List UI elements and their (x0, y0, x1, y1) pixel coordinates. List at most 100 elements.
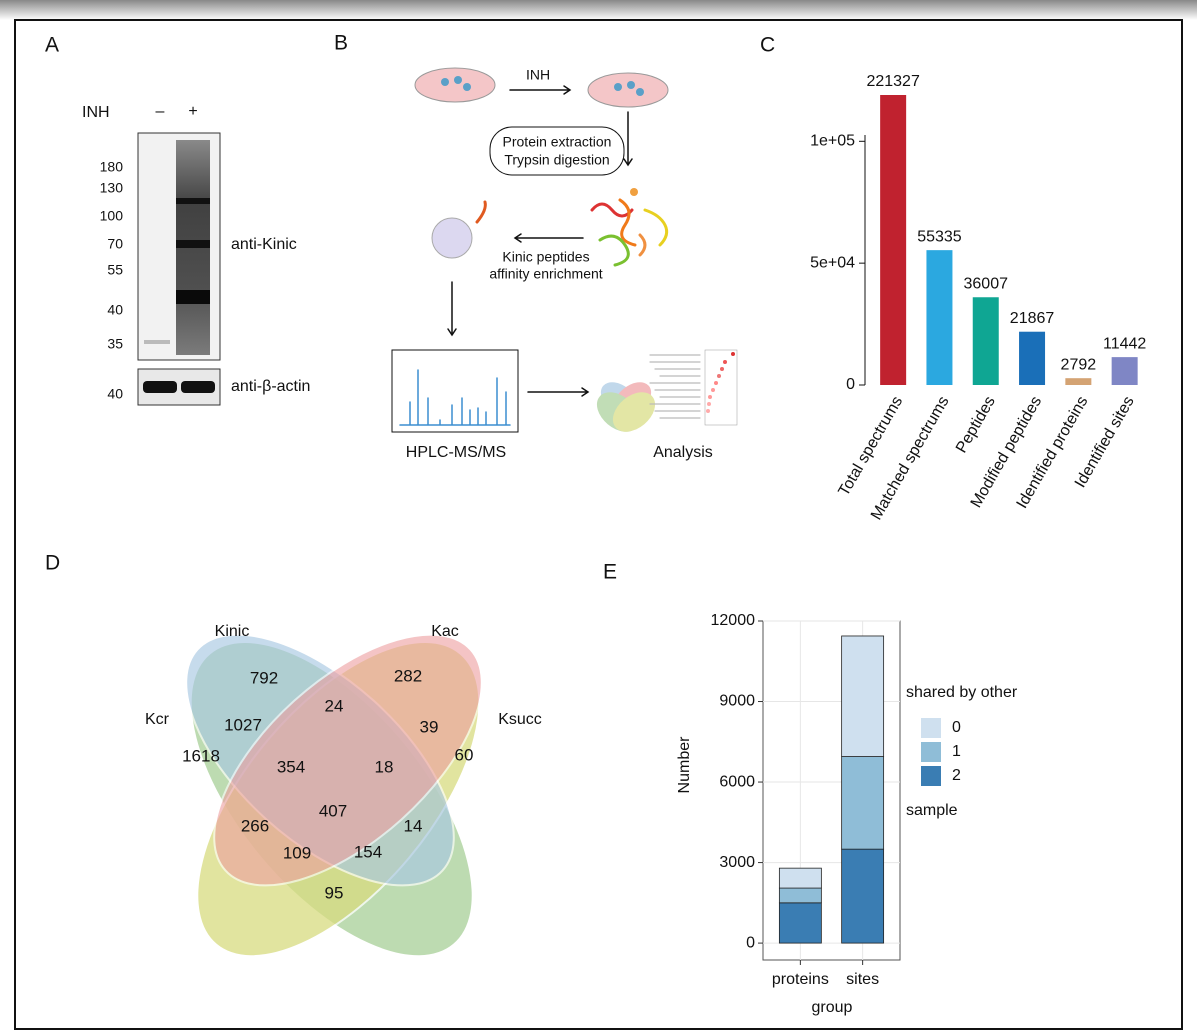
step-label: Protein extraction (503, 134, 612, 150)
bars (880, 95, 1138, 385)
antibody-label: anti-Kinic (231, 236, 297, 253)
value-label: 21867 (1010, 310, 1055, 327)
lane-label: – (156, 103, 165, 120)
set-label: Ksucc (498, 711, 542, 728)
bar-segment (841, 756, 885, 850)
cell (441, 78, 449, 86)
arrow (509, 85, 572, 95)
value-label: 55335 (917, 228, 962, 245)
bar (880, 95, 907, 385)
value-label: 2792 (1061, 356, 1097, 373)
panel-label: C (760, 34, 775, 57)
bar (1111, 357, 1138, 385)
dish (587, 72, 669, 108)
peptide (598, 234, 630, 267)
value-label: 11442 (1103, 335, 1146, 352)
venn (185, 633, 483, 958)
arrow (447, 281, 457, 337)
step-box (489, 126, 625, 176)
peptide (643, 208, 669, 247)
step-label: INH (526, 67, 550, 83)
y-tick-label: 12000 (711, 612, 756, 629)
panel-label: D (45, 552, 60, 575)
x-tick-label: proteins (772, 971, 829, 988)
step-label: Analysis (653, 444, 713, 461)
region-count: 407 (319, 801, 347, 820)
legend-key (921, 766, 941, 786)
region-count: 18 (375, 757, 394, 776)
bar (972, 297, 999, 385)
panel-label: A (45, 34, 59, 57)
y-tick-label: 6000 (719, 773, 755, 790)
cell (463, 83, 471, 91)
peptide (638, 233, 647, 257)
bar (1065, 378, 1092, 385)
bar (926, 250, 953, 385)
legend-label: 1 (952, 743, 961, 760)
arrow (623, 111, 633, 167)
band (181, 381, 215, 393)
marker-label: 55 (107, 262, 123, 278)
region-count: 354 (277, 757, 305, 776)
value-label: 221327 (866, 73, 919, 90)
region-count: 109 (283, 843, 311, 862)
y-tick-label: 3000 (719, 854, 755, 871)
cell (454, 76, 462, 84)
region-count: 266 (241, 816, 269, 835)
bar-segment (778, 902, 822, 944)
value-label: 36007 (964, 275, 1009, 292)
y-tick-label: 0 (846, 376, 855, 393)
region-count: 154 (354, 842, 382, 861)
set-kac (213, 633, 483, 887)
x-axis-label: group (812, 999, 853, 1016)
panel-label: B (334, 32, 348, 55)
dot-plot (704, 349, 738, 426)
shadow (0, 0, 1197, 20)
marker-label: 35 (107, 336, 123, 352)
cell (627, 81, 635, 89)
dot-plot-labels (649, 354, 701, 419)
band (176, 240, 210, 248)
region-count: 60 (455, 745, 474, 764)
step-label: affinity enrichment (489, 266, 602, 282)
marker-label: 180 (100, 159, 124, 175)
band (144, 340, 170, 344)
legend-label: 2 (952, 767, 961, 784)
region-count: 39 (420, 717, 439, 736)
modification (630, 188, 638, 196)
set-label: Kcr (145, 711, 170, 728)
region-count: 95 (325, 883, 344, 902)
legend-key (921, 718, 941, 738)
step-label: Trypsin digestion (504, 152, 609, 168)
antibody-label: anti-β-actin (231, 378, 310, 395)
spectrum (399, 369, 511, 426)
lane-label: + (188, 103, 197, 120)
dish (414, 67, 496, 103)
region-count: 24 (325, 696, 344, 715)
arrow (527, 387, 590, 397)
y-tick-label: 5e+04 (810, 254, 855, 271)
marker-label: 40 (107, 386, 123, 402)
cell (636, 88, 644, 96)
band (176, 198, 210, 204)
bar-segment (841, 848, 885, 944)
analysis-icon (596, 382, 656, 432)
peptide (590, 202, 634, 218)
marker-label: 70 (107, 236, 123, 252)
workflow: INH Protein extraction Trypsin digestion… (391, 67, 738, 461)
step-label: HPLC-MS/MS (406, 444, 506, 461)
region-count: 14 (404, 816, 423, 835)
band (143, 381, 177, 393)
y-tick-label: 9000 (719, 693, 755, 710)
band (176, 290, 210, 304)
treatment-label: INH (82, 104, 110, 121)
marker-label: 130 (100, 180, 124, 196)
panel-label: E (603, 561, 617, 584)
step-label: Kinic peptides (502, 249, 589, 265)
region-count: 1618 (182, 746, 220, 765)
legend-title: sample (906, 802, 958, 819)
western-blot: INH – + anti-Kinic anti-β-actin 40 (82, 103, 310, 406)
set-label: Kac (431, 623, 459, 640)
bar-segment (841, 635, 885, 757)
